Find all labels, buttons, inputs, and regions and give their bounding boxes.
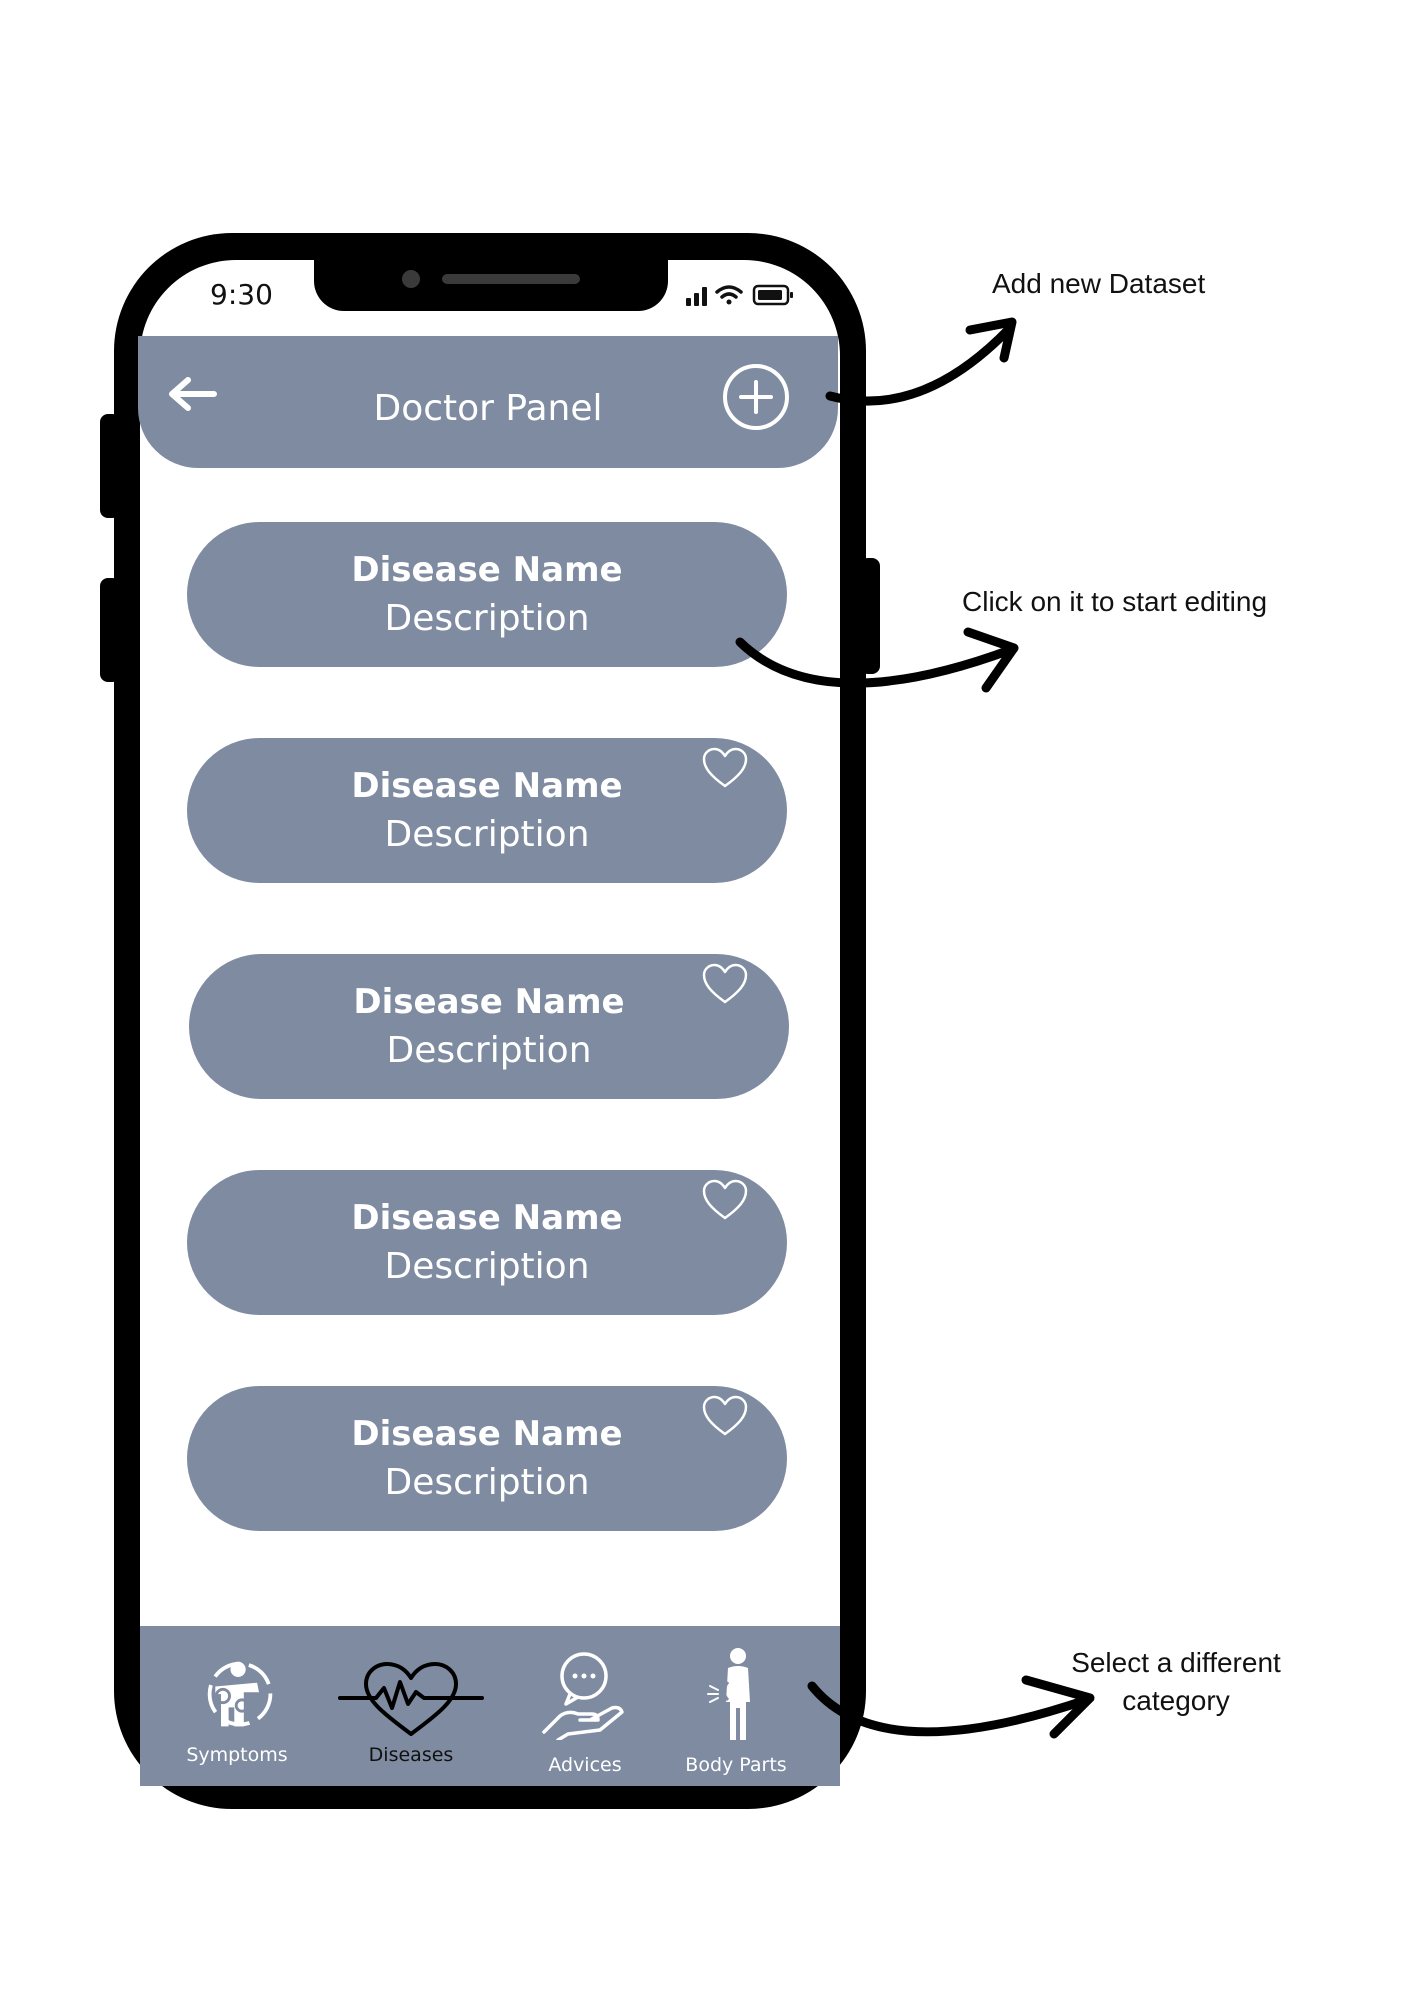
body-parts-icon bbox=[707, 1648, 750, 1740]
disease-name: Disease Name bbox=[351, 550, 623, 590]
disease-name: Disease Name bbox=[351, 1414, 623, 1454]
nav-item-diseases[interactable]: Diseases bbox=[336, 1656, 486, 1766]
nav-item-body-parts[interactable]: Body Parts bbox=[676, 1646, 796, 1776]
heartbeat-icon bbox=[338, 1662, 484, 1736]
heart-icon[interactable] bbox=[701, 962, 749, 1006]
arrow-edit-head bbox=[963, 627, 1019, 693]
heart-icon[interactable] bbox=[701, 746, 749, 790]
camera bbox=[402, 270, 420, 288]
status-time: 9:30 bbox=[210, 278, 273, 311]
volume-down-button bbox=[100, 578, 120, 682]
status-icons bbox=[686, 284, 793, 306]
volume-up-button bbox=[100, 414, 120, 518]
annotation-category: Select a different category bbox=[1046, 1644, 1306, 1720]
advice-hand-icon bbox=[542, 1652, 624, 1740]
page-title: Doctor Panel bbox=[373, 388, 603, 429]
annotation-add-dataset: Add new Dataset bbox=[992, 268, 1206, 299]
notch bbox=[314, 260, 668, 311]
app-header: Doctor Panel bbox=[138, 336, 838, 468]
arrow-add-dataset bbox=[825, 325, 1013, 406]
wifi-icon bbox=[715, 285, 743, 305]
arrow-category-head bbox=[1021, 1675, 1095, 1739]
nav-item-symptoms[interactable]: Symptoms bbox=[182, 1656, 292, 1766]
annotation-edit: Click on it to start editing bbox=[962, 586, 1268, 617]
disease-card-5[interactable]: Disease Name Description bbox=[187, 1386, 787, 1531]
nav-label: Diseases bbox=[368, 1744, 454, 1766]
disease-description: Description bbox=[386, 1030, 592, 1071]
heart-icon[interactable] bbox=[701, 1178, 749, 1222]
disease-description: Description bbox=[384, 1462, 590, 1503]
battery-icon bbox=[752, 284, 793, 306]
disease-card-4[interactable]: Disease Name Description bbox=[187, 1170, 787, 1315]
disease-card-2[interactable]: Disease Name Description bbox=[187, 738, 787, 883]
disease-card-1[interactable]: Disease Name Description bbox=[187, 522, 787, 667]
disease-name: Disease Name bbox=[353, 982, 625, 1022]
disease-name: Disease Name bbox=[351, 766, 623, 806]
annotation-category-line1: Select a different bbox=[1071, 1647, 1281, 1678]
nav-item-advices[interactable]: Advices bbox=[530, 1650, 640, 1776]
add-dataset-button[interactable] bbox=[721, 362, 791, 432]
arrow-edit bbox=[735, 637, 1015, 688]
bottom-nav: Symptoms Diseases Advices Body Parts bbox=[140, 1626, 840, 1786]
disease-description: Description bbox=[384, 598, 590, 639]
disease-name: Disease Name bbox=[351, 1198, 623, 1238]
nav-label: Body Parts bbox=[685, 1754, 787, 1776]
heart-icon[interactable] bbox=[701, 1394, 749, 1438]
symptoms-icon bbox=[207, 1661, 273, 1727]
power-button bbox=[860, 558, 880, 674]
annotation-category-line2: category bbox=[1122, 1685, 1230, 1716]
arrow-add-dataset-head bbox=[965, 317, 1017, 363]
speaker bbox=[442, 274, 580, 284]
signal-icon bbox=[686, 287, 707, 306]
nav-label: Symptoms bbox=[186, 1744, 288, 1766]
back-arrow-icon[interactable] bbox=[164, 374, 220, 414]
arrow-category bbox=[807, 1681, 1091, 1737]
disease-card-3[interactable]: Disease Name Description bbox=[189, 954, 789, 1099]
disease-description: Description bbox=[384, 1246, 590, 1287]
nav-label: Advices bbox=[548, 1754, 622, 1776]
disease-description: Description bbox=[384, 814, 590, 855]
